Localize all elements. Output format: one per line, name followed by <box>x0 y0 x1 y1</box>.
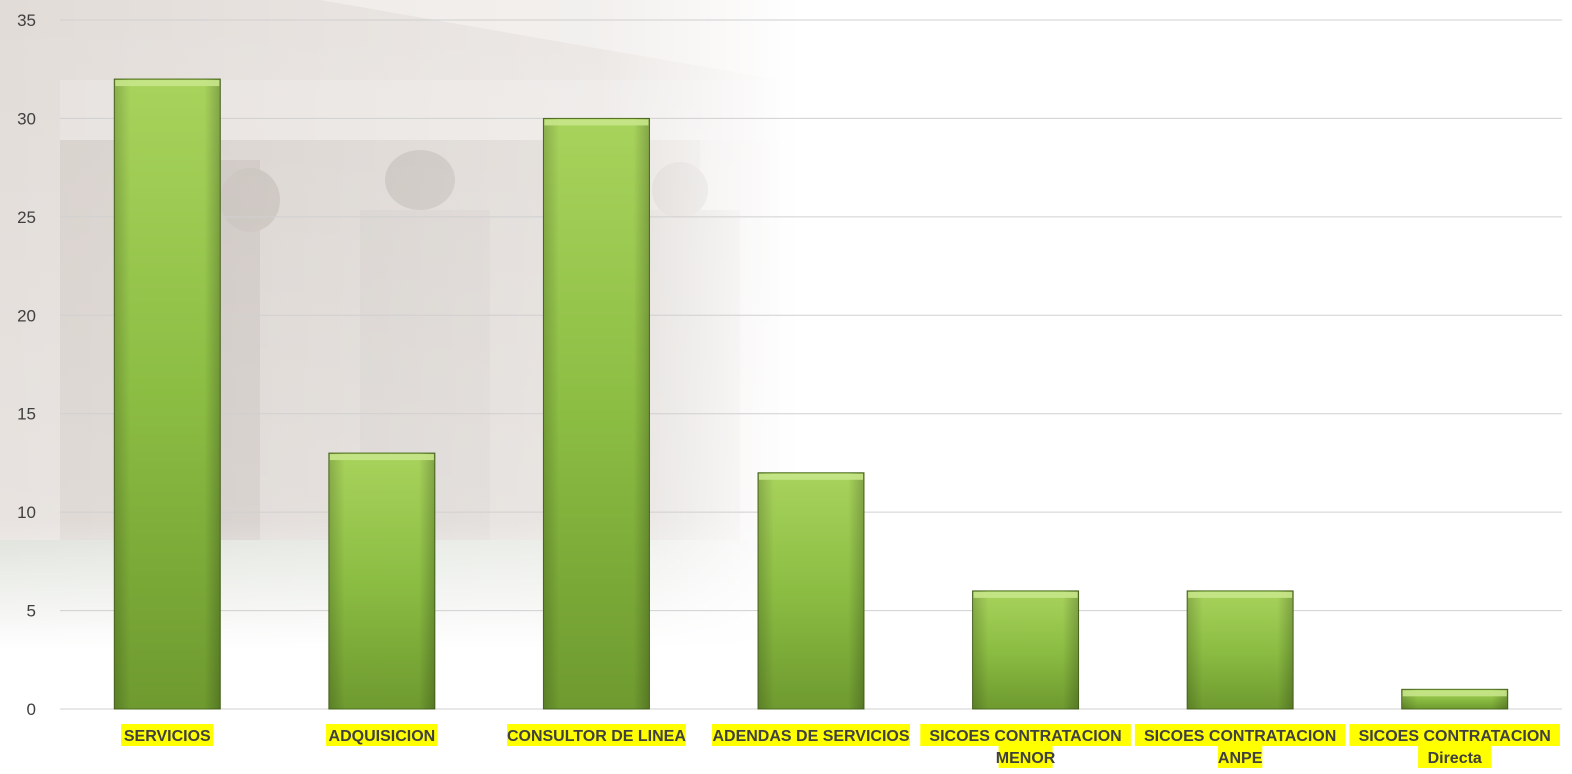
category-label-highlight <box>507 724 686 746</box>
bar-shading <box>758 472 864 709</box>
bar-shading <box>1187 590 1294 709</box>
category-label: MENOR <box>996 750 1056 767</box>
category-label: SICOES CONTRATACION <box>1144 728 1336 745</box>
category-label: CONSULTOR DE LINEA <box>507 728 686 745</box>
bar-top-highlight <box>759 473 863 480</box>
category-label: ADQUISICION <box>329 728 436 745</box>
category-label-highlight <box>1349 724 1560 746</box>
bar-shading <box>328 453 435 709</box>
category-label: ANPE <box>1218 750 1263 767</box>
bar-top-highlight <box>1402 690 1507 697</box>
category-label-highlight <box>326 724 438 746</box>
bar-shading <box>972 590 1079 709</box>
bar-top-highlight <box>115 80 220 87</box>
y-tick-label: 35 <box>17 11 36 30</box>
category-label: Directa <box>1428 750 1482 767</box>
bar-shading <box>543 118 650 709</box>
category-label-highlight <box>920 724 1131 746</box>
bar-shading <box>114 79 221 710</box>
bar-top-highlight <box>1188 591 1293 598</box>
y-tick-label: 15 <box>17 405 36 424</box>
category-label: ADENDAS DE SERVICIOS <box>712 728 909 745</box>
category-label-highlight <box>1418 746 1492 768</box>
bar-top-highlight <box>544 119 649 126</box>
y-tick-label: 30 <box>17 109 36 128</box>
y-tick-label: 0 <box>27 700 36 719</box>
bar-top-highlight <box>973 591 1078 598</box>
category-label-highlight <box>712 724 910 746</box>
category-label: SERVICIOS <box>124 728 211 745</box>
y-tick-label: 5 <box>27 602 36 621</box>
category-label: SICOES CONTRATACION <box>1359 728 1551 745</box>
y-tick-label: 25 <box>17 208 36 227</box>
category-label: SICOES CONTRATACION <box>929 728 1121 745</box>
bar-top-highlight <box>329 454 434 461</box>
y-tick-label: 10 <box>17 503 36 522</box>
category-label-highlight <box>998 746 1053 768</box>
category-label-highlight <box>1134 724 1346 746</box>
y-tick-label: 20 <box>17 306 36 325</box>
category-label-highlight <box>121 724 214 746</box>
category-label-highlight <box>1217 746 1263 768</box>
